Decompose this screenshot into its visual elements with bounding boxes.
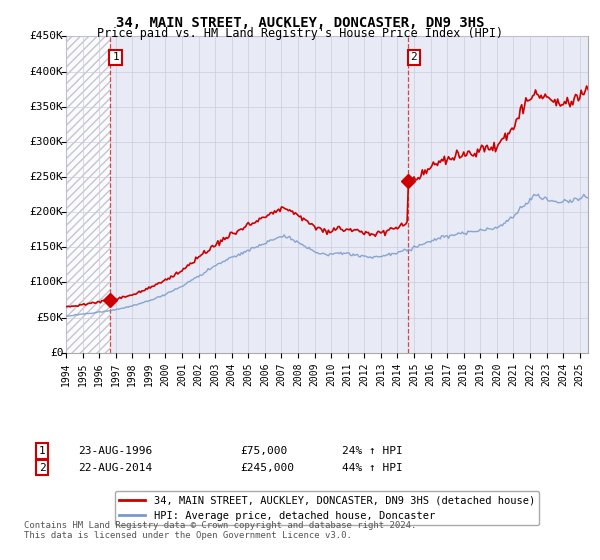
Text: Price paid vs. HM Land Registry's House Price Index (HPI): Price paid vs. HM Land Registry's House … [97, 27, 503, 40]
Legend: 34, MAIN STREET, AUCKLEY, DONCASTER, DN9 3HS (detached house), HPI: Average pric: 34, MAIN STREET, AUCKLEY, DONCASTER, DN9… [115, 491, 539, 525]
Text: 44% ↑ HPI: 44% ↑ HPI [342, 463, 403, 473]
Text: £150K: £150K [29, 242, 64, 253]
Text: £350K: £350K [29, 102, 64, 111]
Text: 2: 2 [38, 463, 46, 473]
Text: 1: 1 [38, 446, 46, 456]
Text: 1: 1 [112, 53, 119, 63]
Text: £200K: £200K [29, 207, 64, 217]
Text: £75,000: £75,000 [240, 446, 287, 456]
Text: Contains HM Land Registry data © Crown copyright and database right 2024.: Contains HM Land Registry data © Crown c… [24, 521, 416, 530]
Text: £100K: £100K [29, 278, 64, 287]
Text: This data is licensed under the Open Government Licence v3.0.: This data is licensed under the Open Gov… [24, 531, 352, 540]
Text: £400K: £400K [29, 67, 64, 77]
Text: 23-AUG-1996: 23-AUG-1996 [78, 446, 152, 456]
Text: 24% ↑ HPI: 24% ↑ HPI [342, 446, 403, 456]
Text: 22-AUG-2014: 22-AUG-2014 [78, 463, 152, 473]
Text: £0: £0 [50, 348, 64, 358]
Text: £300K: £300K [29, 137, 64, 147]
Text: 2: 2 [410, 53, 417, 63]
Text: £250K: £250K [29, 172, 64, 182]
Bar [66, 36, 110, 353]
Text: 34, MAIN STREET, AUCKLEY, DONCASTER, DN9 3HS: 34, MAIN STREET, AUCKLEY, DONCASTER, DN9… [116, 16, 484, 30]
Text: £245,000: £245,000 [240, 463, 294, 473]
Text: £50K: £50K [37, 312, 64, 323]
Text: £450K: £450K [29, 31, 64, 41]
